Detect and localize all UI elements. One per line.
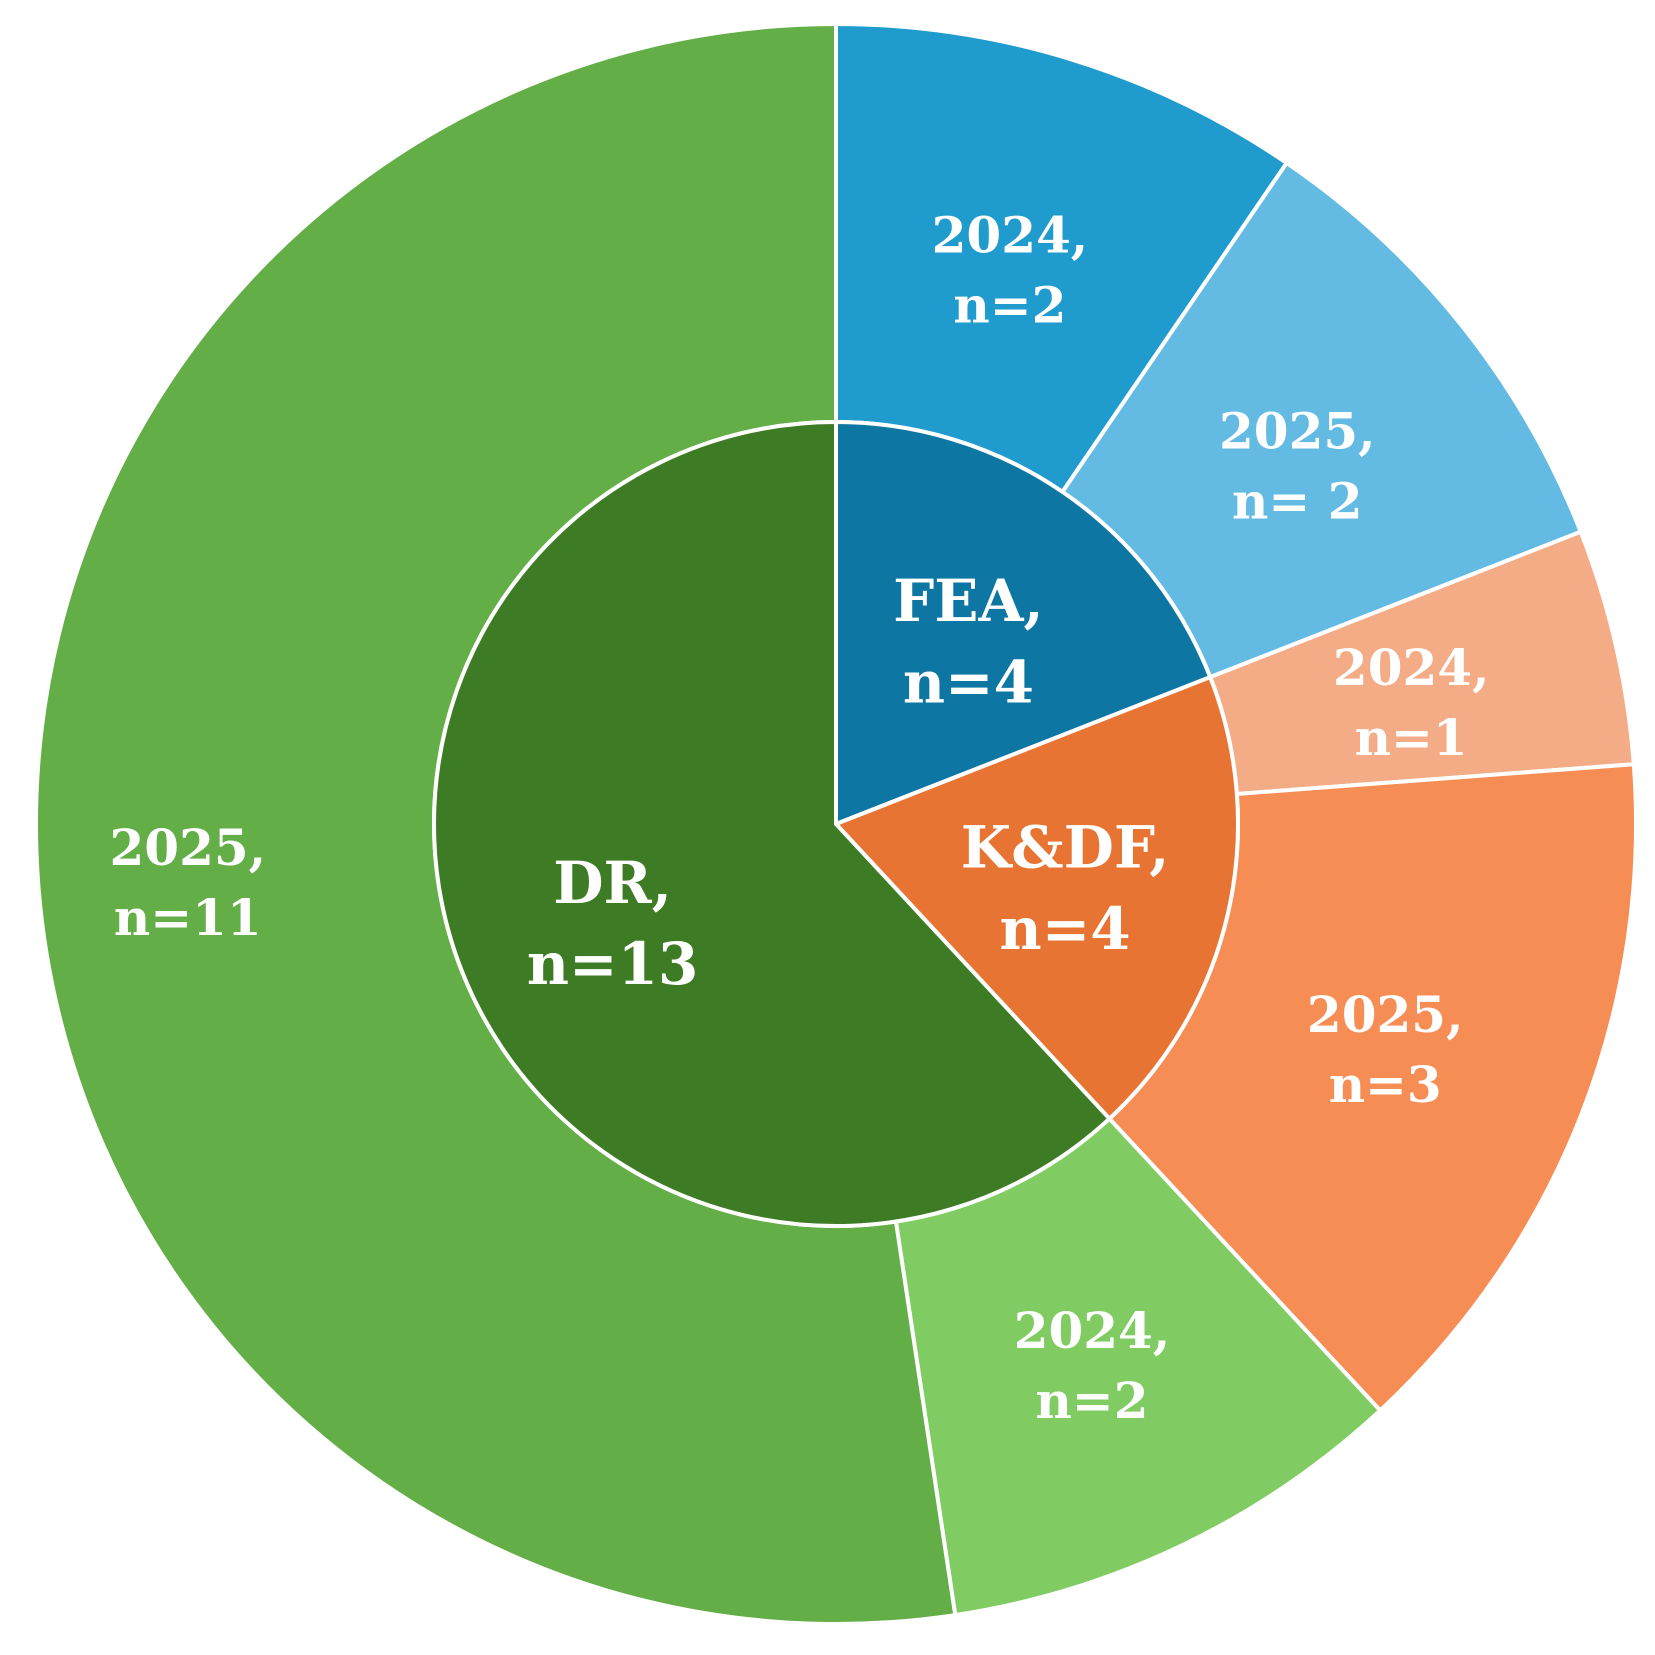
outer-label-1-line2: n= 2 — [1232, 472, 1362, 531]
outer-label-3-line1: 2025, — [1307, 985, 1464, 1044]
outer-label-0-line1: 2024, — [932, 206, 1089, 265]
inner-label-k-df-line1: K&DF, — [961, 814, 1170, 882]
inner-label-fea-line1: FEA, — [893, 567, 1044, 635]
outer-label-5-line1: 2025, — [110, 818, 267, 877]
outer-label-4-line1: 2024, — [1014, 1301, 1171, 1360]
inner-slice-k-df — [832, 674, 1240, 1122]
inner-label-dr-line1: DR, — [553, 849, 672, 917]
inner-label-fea-line2: n=4 — [903, 648, 1034, 716]
inner-ring — [432, 419, 1240, 1228]
inner-slice-fea — [834, 419, 1213, 827]
outer-label-1: 2025, n= 2 — [1219, 402, 1376, 531]
outer-label-2-line2: n=1 — [1355, 708, 1468, 767]
outer-label-5-line2: n=11 — [114, 888, 262, 947]
outer-label-0: 2024, n=2 — [932, 206, 1089, 335]
inner-label-dr: DR, n=13 — [527, 849, 698, 998]
outer-label-2: 2024, n=1 — [1333, 638, 1490, 767]
inner-slice-dr — [432, 419, 1113, 1228]
inner-label-k-df: K&DF, n=4 — [961, 814, 1170, 963]
outer-label-3-line2: n=3 — [1329, 1055, 1442, 1114]
labels: 2024, n=2 2025, n= 2 2024, n=1 2025, n=3 2024, n=… — [110, 206, 1490, 1430]
outer-label-1-line1: 2025, — [1219, 402, 1376, 461]
inner-label-k-df-line2: n=4 — [1000, 895, 1131, 963]
outer-label-4-line2: n=2 — [1035, 1371, 1148, 1430]
outer-label-2-line1: 2024, — [1333, 638, 1490, 697]
inner-label-fea: FEA, n=4 — [893, 567, 1044, 716]
inner-label-dr-line2: n=13 — [527, 930, 698, 998]
outer-label-4: 2024, n=2 — [1014, 1301, 1171, 1430]
outer-label-0-line2: n=2 — [953, 276, 1066, 335]
outer-label-3: 2025, n=3 — [1307, 985, 1464, 1114]
outer-label-5: 2025, n=11 — [110, 818, 267, 947]
